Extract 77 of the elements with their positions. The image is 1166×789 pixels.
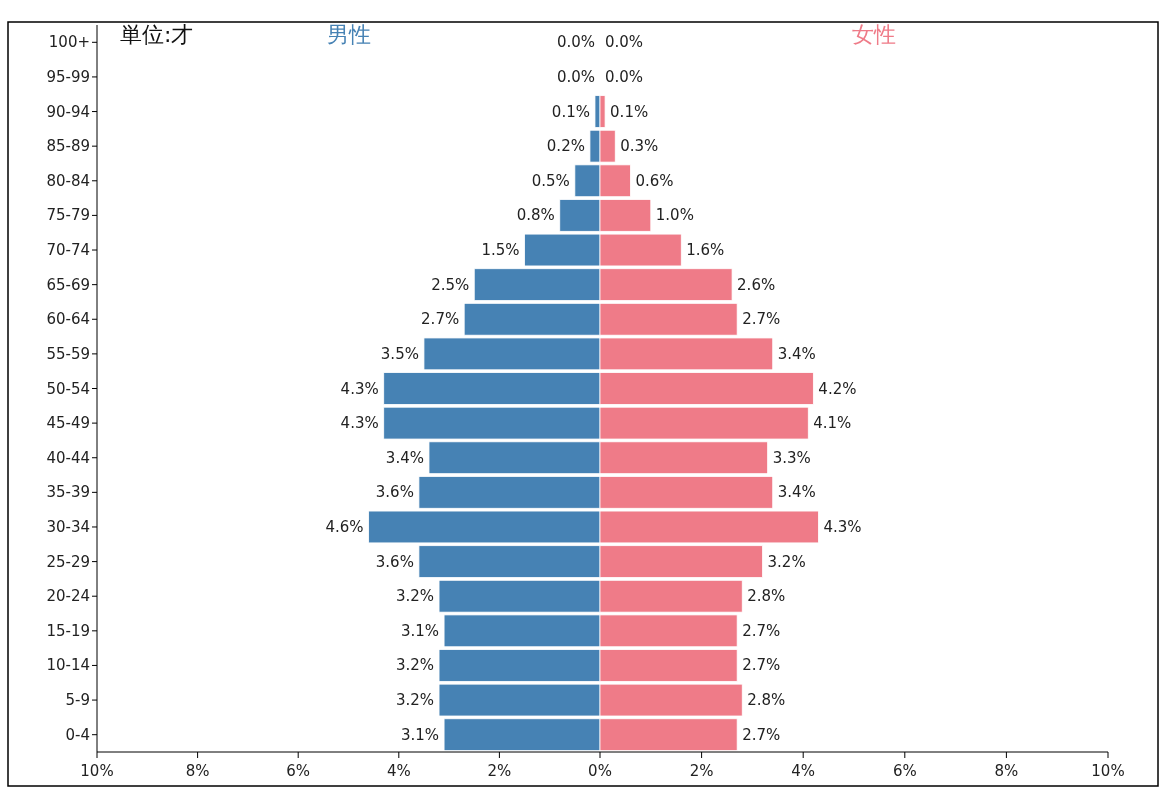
data-label: 4.6% bbox=[325, 517, 364, 536]
data-label: 0.8% bbox=[516, 206, 555, 225]
annotation: 単位:才 bbox=[120, 22, 194, 47]
y-tick-label: 95-99 bbox=[46, 67, 90, 86]
y-tick-label: 45-49 bbox=[46, 414, 90, 433]
data-label: 3.6% bbox=[375, 483, 414, 502]
text: 女性 bbox=[852, 22, 897, 47]
y-tick-label: 100+ bbox=[48, 33, 90, 52]
data-label: 4.3% bbox=[340, 379, 379, 398]
x-tick-label: 10% bbox=[1091, 762, 1125, 780]
y-tick-label: 10-14 bbox=[46, 656, 90, 675]
data-label: 0.1% bbox=[551, 102, 590, 121]
y-tick-label: 80-84 bbox=[46, 171, 90, 190]
y-tick-label: 75-79 bbox=[46, 206, 90, 225]
x-tick-label: 8% bbox=[994, 762, 1019, 780]
data-label: 3.2% bbox=[767, 552, 806, 571]
data-label: 1.0% bbox=[655, 206, 694, 225]
data-label: 0.0% bbox=[556, 33, 595, 52]
data-label: 2.7% bbox=[742, 310, 781, 329]
y-tick-label: 50-54 bbox=[46, 379, 90, 398]
data-label: 0.0% bbox=[556, 67, 595, 86]
y-tick-label: 0-4 bbox=[65, 725, 90, 744]
data-label: 3.5% bbox=[380, 344, 419, 363]
data-label: 4.2% bbox=[818, 379, 857, 398]
data-label: 0.3% bbox=[620, 137, 659, 156]
data-label: 2.7% bbox=[742, 656, 781, 675]
data-label: 0.0% bbox=[605, 67, 644, 86]
x-tick-label: 6% bbox=[286, 762, 311, 780]
y-tick-label: 40-44 bbox=[46, 448, 90, 467]
y-tick-label: 90-94 bbox=[46, 102, 90, 121]
data-label: 2.6% bbox=[737, 275, 776, 294]
y-tick-label: 25-29 bbox=[46, 552, 90, 571]
data-label: 2.8% bbox=[747, 691, 786, 710]
x-tick-label: 8% bbox=[185, 762, 210, 780]
data-label: 0.1% bbox=[610, 102, 649, 121]
data-label: 4.3% bbox=[823, 517, 862, 536]
y-tick-label: 85-89 bbox=[46, 137, 90, 156]
y-tick-label: 55-59 bbox=[46, 344, 90, 363]
data-label: 2.7% bbox=[742, 621, 781, 640]
data-label: 2.5% bbox=[431, 275, 470, 294]
data-label: 0.6% bbox=[635, 171, 674, 190]
data-label: 3.4% bbox=[777, 483, 816, 502]
data-label: 3.1% bbox=[400, 621, 440, 640]
data-label: 3.2% bbox=[395, 656, 435, 675]
data-label: 3.3% bbox=[772, 448, 811, 467]
x-tick-label: 2% bbox=[689, 762, 714, 780]
data-label: 0.2% bbox=[546, 137, 585, 156]
y-tick-label: 30-34 bbox=[46, 517, 90, 536]
data-label: 2.7% bbox=[421, 310, 460, 329]
y-tick-label: 20-24 bbox=[46, 587, 90, 606]
x-tick-label: 10% bbox=[80, 762, 114, 780]
data-label: 0.0% bbox=[605, 33, 644, 52]
data-label: 3.2% bbox=[395, 587, 435, 606]
y-tick-label: 15-19 bbox=[46, 621, 90, 640]
x-tick-label: 2% bbox=[487, 762, 512, 780]
y-tick-label: 70-74 bbox=[46, 241, 90, 260]
y-tick-label: 60-64 bbox=[46, 310, 90, 329]
data-label: 4.3% bbox=[340, 414, 379, 433]
y-tick-label: 65-69 bbox=[46, 275, 90, 294]
y-tick-label: 5-9 bbox=[65, 691, 90, 710]
y-tick-label: 35-39 bbox=[46, 483, 90, 502]
data-label: 4.1% bbox=[813, 414, 852, 433]
data-label: 3.1% bbox=[400, 725, 440, 744]
data-label: 2.7% bbox=[742, 725, 781, 744]
x-tick-label: 4% bbox=[791, 762, 816, 780]
x-tick-label: 6% bbox=[892, 762, 917, 780]
data-label: 3.4% bbox=[777, 344, 816, 363]
x-tick-label: 0% bbox=[588, 762, 612, 780]
data-label: 1.5% bbox=[481, 241, 520, 260]
data-label: 2.8% bbox=[747, 587, 786, 606]
data-label: 3.6% bbox=[375, 552, 414, 571]
data-label: 1.6% bbox=[686, 241, 725, 260]
data-label: 3.4% bbox=[385, 448, 424, 467]
data-label: 3.2% bbox=[395, 691, 435, 710]
data-label: 0.5% bbox=[531, 171, 570, 190]
text: 男性 bbox=[326, 22, 371, 47]
x-tick-label: 4% bbox=[386, 762, 411, 780]
